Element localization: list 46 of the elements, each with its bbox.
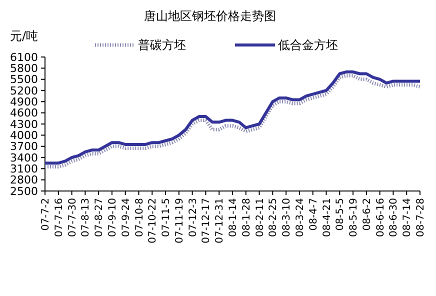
y-tick-label: 2500 — [10, 184, 38, 198]
y-tick-label: 2800 — [10, 174, 38, 187]
x-tick-label: 07-8-27 — [94, 198, 106, 238]
x-tick-label: 07-12-31 — [214, 198, 226, 244]
x-tick-label: 07-12-17 — [201, 198, 212, 244]
x-tick-label: 07-9-10 — [107, 198, 118, 238]
x-tick-label: 07-8-13 — [80, 198, 92, 238]
x-tick-label: 08-3-10 — [282, 198, 293, 238]
y-tick-label: 4300 — [10, 118, 38, 131]
x-tick-label: 07-9-24 — [120, 198, 132, 238]
x-tick-label: 08-1-28 — [241, 198, 252, 238]
y-tick-label: 5200 — [10, 84, 38, 98]
y-tick-label: 3700 — [10, 140, 38, 154]
legend-label: 低合金方坯 — [278, 38, 338, 52]
x-tick-label: 08-7-14 — [402, 198, 414, 238]
x-tick-label: 08-2-11 — [254, 198, 266, 238]
x-tick-label: 08-1-14 — [228, 198, 239, 238]
y-tick-label: 4900 — [10, 96, 38, 109]
y-tick-label: 5500 — [10, 73, 38, 86]
y-tick-label: 4000 — [10, 129, 38, 142]
y-axis-title: 元/吨 — [10, 29, 38, 43]
x-tick-label: 07-7-30 — [67, 198, 78, 238]
y-tick-label: 3100 — [10, 162, 38, 176]
x-tick-label: 08-5-5 — [335, 198, 346, 231]
x-tick-label: 07-10-8 — [134, 198, 146, 238]
x-tick-label: 08-6-2 — [362, 198, 373, 231]
x-tick-label: 07-11-5 — [161, 198, 172, 238]
x-tick-label: 08-6-16 — [375, 198, 386, 238]
y-tick-label: 5800 — [10, 62, 38, 76]
y-tick-label: 4600 — [10, 106, 38, 120]
x-tick-label: 08-3-24 — [294, 198, 306, 238]
x-tick-label: 08-6-30 — [388, 198, 400, 238]
x-tick-label: 07-10-22 — [148, 198, 159, 244]
x-tick-label: 08-2-25 — [268, 198, 280, 238]
x-tick-label: 07-12-3 — [188, 198, 199, 238]
x-tick-label: 08-5-19 — [348, 198, 360, 238]
x-tick-label: 08-4-7 — [308, 198, 320, 231]
x-tick-label: 07-7-16 — [54, 198, 65, 238]
x-tick-label: 08-4-21 — [322, 198, 333, 238]
x-tick-label: 07-11-19 — [174, 198, 186, 244]
x-tick-label: 08-7-28 — [416, 198, 426, 238]
chart-title: 唐山地区钢坯价格走势图 — [144, 9, 276, 23]
x-tick-label: 07-7-2 — [40, 198, 52, 231]
legend-label: 普碳方坯 — [138, 38, 186, 52]
y-tick-label: 3400 — [10, 151, 38, 164]
y-tick-label: 6100 — [10, 50, 38, 64]
